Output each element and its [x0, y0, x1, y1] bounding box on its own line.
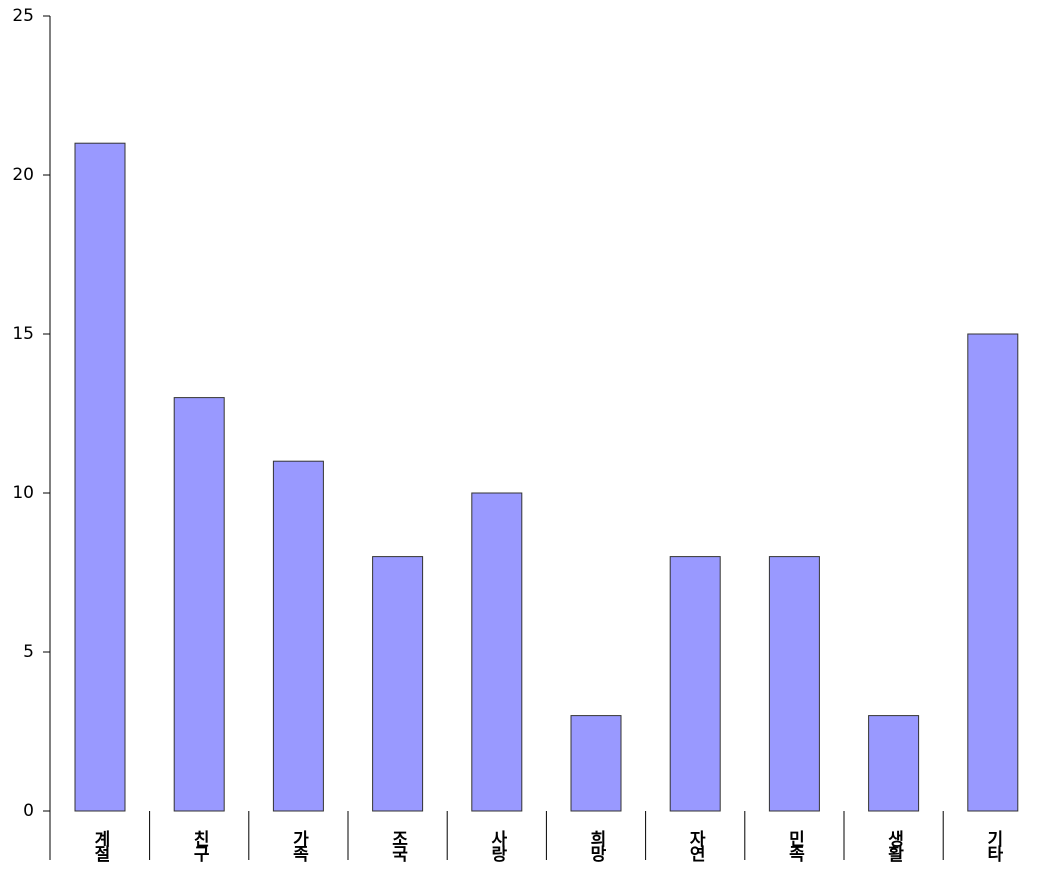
y-tick-label: 25	[12, 6, 34, 26]
bar	[272, 460, 324, 812]
bar	[173, 397, 225, 812]
x-tick-label: 민족	[784, 830, 804, 863]
x-tick-label: 기타	[983, 830, 1003, 863]
x-tick-label: 계절	[90, 830, 110, 862]
y-tick-label: 10	[12, 483, 34, 503]
x-tick-label: 자연	[685, 830, 705, 862]
x-tick-label: 조국	[388, 830, 408, 863]
x-tick-label: 희망	[586, 830, 606, 863]
x-tick-label: 가족	[288, 830, 308, 863]
bar	[74, 142, 126, 812]
bar	[570, 715, 622, 812]
bar	[868, 715, 920, 812]
y-tick-label: 20	[12, 165, 34, 185]
x-tick-label: 사랑	[487, 830, 507, 863]
y-tick-label: 0	[23, 801, 34, 821]
bar	[669, 556, 721, 812]
x-tick-label: 친구	[189, 830, 209, 863]
bar	[967, 333, 1019, 812]
bar	[372, 556, 424, 812]
bar	[768, 556, 820, 812]
x-tick-label: 생활	[884, 830, 904, 863]
bar	[471, 492, 523, 812]
y-tick-label: 15	[12, 324, 34, 344]
y-tick-label: 5	[23, 642, 34, 662]
